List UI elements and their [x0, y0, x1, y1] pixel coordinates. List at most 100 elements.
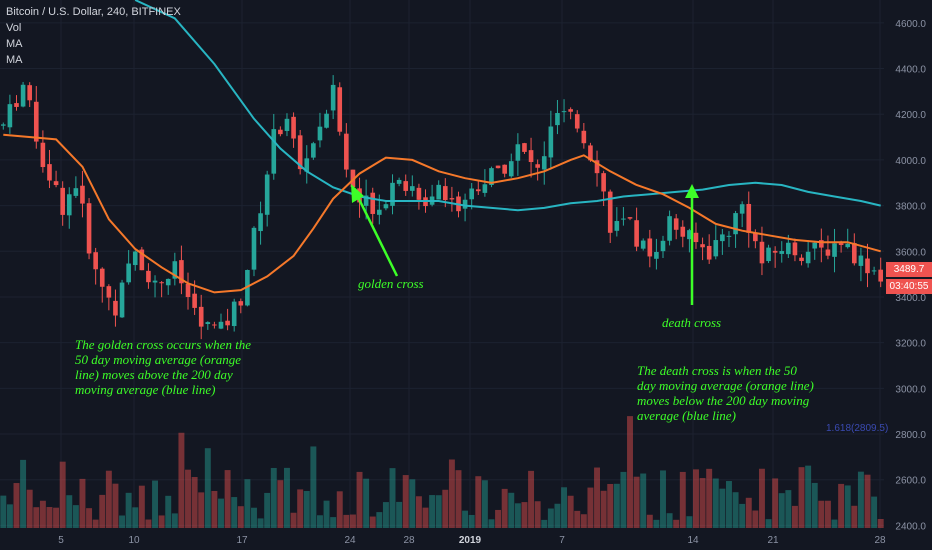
volume-bar [455, 470, 462, 528]
time-tick-label: 24 [344, 535, 356, 546]
volume-bar [653, 519, 660, 528]
candle-body [324, 113, 329, 128]
candle-body [475, 189, 481, 192]
symbol-title[interactable]: Bitcoin / U.S. Dollar, 240, BITFINEX [6, 6, 181, 18]
volume-bar [218, 498, 224, 528]
candle-body [627, 217, 633, 219]
candle-body [779, 251, 785, 254]
volume-bar [640, 473, 647, 528]
candle-body [60, 187, 65, 215]
candle-body [172, 261, 178, 279]
indicator-ma-2[interactable]: MA [6, 54, 23, 66]
candle-body [548, 126, 554, 158]
candle-body [7, 104, 13, 128]
candle-body [640, 240, 646, 249]
candle-body [799, 257, 804, 262]
volume-bar [270, 467, 277, 528]
candle-body [786, 242, 791, 255]
volume-bar [587, 487, 594, 528]
candle-body [819, 240, 824, 248]
golden-note-line-3: line) moves above the 200 day [75, 367, 233, 382]
candle-body [812, 242, 818, 249]
candle-body [284, 118, 290, 131]
candle-body [667, 216, 672, 241]
candle-body [759, 241, 765, 264]
candle-body [396, 179, 402, 184]
time-axis[interactable]: 5 10 17 24 28 2019 7 14 21 28 [58, 535, 886, 546]
volume-bar [33, 507, 40, 528]
volume-bar [389, 468, 396, 528]
annotation-arrows [351, 184, 699, 305]
volume-bar [204, 448, 211, 528]
volume-bar [20, 459, 27, 528]
candle-body [390, 182, 395, 206]
candle-body [80, 185, 85, 204]
candle-body [654, 251, 659, 259]
candle-body [607, 191, 613, 233]
volume-bar [679, 471, 686, 528]
death-cross-arrowhead [685, 184, 699, 198]
volume-bar [745, 497, 752, 528]
volume-bar [732, 492, 739, 528]
volume-bar [297, 489, 304, 528]
moving-averages [3, 0, 881, 294]
volume-bar [251, 507, 257, 528]
candle-body [720, 234, 725, 242]
volume-bar [712, 478, 719, 528]
candle-body [673, 218, 679, 230]
candle-body [73, 188, 79, 196]
candle-body [40, 142, 46, 168]
indicator-ma-1[interactable]: MA [6, 38, 23, 50]
volume-bar [369, 516, 376, 528]
candle-body [561, 111, 567, 113]
price-tick-label: 4600.0 [895, 19, 926, 30]
golden-cross-note: The golden cross occurs when the 50 day … [75, 337, 251, 397]
price-tick-label: 3400.0 [895, 293, 926, 304]
candle-body [126, 263, 131, 283]
candle-body [146, 270, 151, 283]
indicator-vol[interactable]: Vol [6, 22, 22, 34]
volume-bar [824, 500, 831, 528]
candle-body [700, 244, 705, 248]
volume-bar [185, 469, 191, 528]
candle-body [680, 226, 686, 237]
volume-bar [699, 478, 706, 528]
time-tick-label: 28 [403, 535, 415, 546]
volume-bar [13, 483, 20, 528]
countdown-tag[interactable]: 03:40:55 [886, 279, 932, 294]
candle-body [621, 218, 626, 220]
volume-bar [6, 504, 13, 528]
volume-bar [765, 519, 772, 528]
volume-bar [758, 468, 765, 528]
volume-bar [613, 483, 620, 528]
candlesticks [0, 75, 884, 340]
candle-body [753, 233, 758, 242]
volume-bar [521, 502, 528, 528]
candle-body [344, 133, 349, 170]
candle-body [106, 286, 112, 298]
volume-bar [844, 485, 851, 528]
time-tick-label: 5 [58, 535, 64, 546]
volume-bar [627, 416, 633, 528]
price-tick-label: 4200.0 [895, 110, 926, 121]
volume-bar [105, 470, 112, 528]
volume-bar [488, 519, 495, 528]
candle-body [330, 84, 336, 111]
candle-body [594, 160, 600, 174]
candle-body [555, 113, 560, 126]
volume-bar [805, 465, 812, 528]
volume-bar [363, 478, 370, 528]
candle-body [113, 300, 118, 316]
volume-bar [580, 514, 587, 528]
last-price-tag[interactable]: 3489.7 [886, 262, 932, 277]
volume-bar [501, 488, 508, 528]
volume-bar [46, 507, 53, 528]
volume-bar [851, 505, 858, 528]
time-tick-label: 17 [236, 535, 248, 546]
candle-body [99, 268, 105, 287]
volume-bar [481, 480, 488, 528]
volume-bar [257, 518, 264, 528]
candle-body [198, 306, 204, 327]
candle-body [33, 101, 39, 142]
